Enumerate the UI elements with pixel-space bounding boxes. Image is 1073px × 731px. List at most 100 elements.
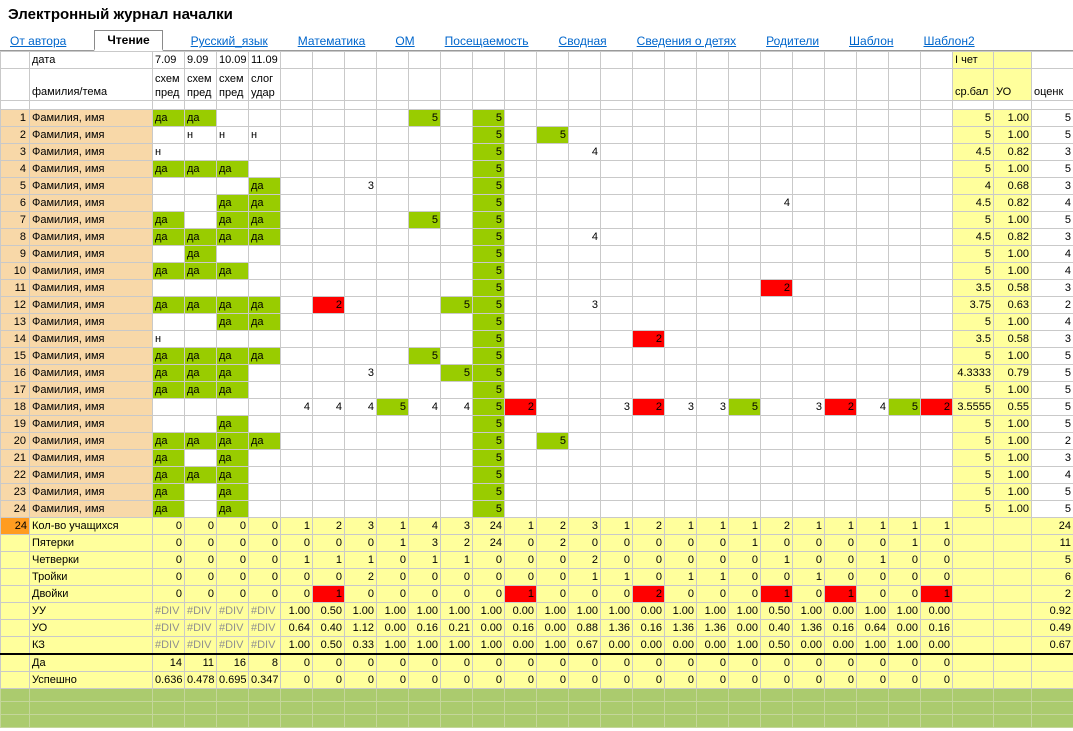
stats-value[interactable]: 0: [600, 653, 633, 672]
cell[interactable]: [408, 483, 441, 501]
student-name[interactable]: Фамилия, имя: [29, 126, 153, 144]
stats-value[interactable]: 0.00: [728, 619, 761, 637]
uo-cell[interactable]: 1.00: [993, 449, 1032, 467]
cell[interactable]: [824, 228, 857, 246]
stats-value[interactable]: 8: [248, 653, 281, 672]
stats-value[interactable]: 0.695: [216, 671, 249, 689]
empty-cell[interactable]: [248, 714, 281, 728]
stats-value[interactable]: 0: [920, 653, 953, 672]
grade-cell[interactable]: 2: [760, 279, 793, 297]
cell[interactable]: [280, 194, 313, 212]
stats-value[interactable]: 1: [568, 568, 601, 586]
row-number[interactable]: 20: [0, 432, 30, 450]
cell[interactable]: [504, 245, 537, 263]
cell[interactable]: [568, 109, 601, 127]
student-name[interactable]: Фамилия, имя: [29, 211, 153, 229]
cell[interactable]: [440, 500, 473, 518]
cell[interactable]: [728, 160, 761, 178]
cell[interactable]: [632, 126, 665, 144]
stats-value[interactable]: 0.00: [696, 636, 729, 655]
stats-value[interactable]: 2: [536, 517, 569, 535]
cell[interactable]: [920, 262, 953, 280]
cell[interactable]: [856, 177, 889, 195]
cell[interactable]: [408, 415, 441, 433]
stats-value[interactable]: 1: [760, 585, 793, 603]
cell[interactable]: [728, 466, 761, 484]
cell[interactable]: [632, 143, 665, 161]
empty-cell[interactable]: [824, 714, 857, 728]
stats-value[interactable]: 0: [152, 585, 185, 603]
stats-value[interactable]: 0: [280, 671, 313, 689]
stats-value[interactable]: 0.00: [824, 602, 857, 620]
cell[interactable]: [568, 449, 601, 467]
theme-header-cell[interactable]: [920, 68, 953, 101]
cell[interactable]: [440, 381, 473, 399]
grade-cell[interactable]: да: [248, 211, 281, 229]
cell[interactable]: [504, 500, 537, 518]
row-number[interactable]: 19: [0, 415, 30, 433]
grade-cell[interactable]: 4: [280, 398, 313, 416]
cell[interactable]: [216, 143, 249, 161]
cell[interactable]: [312, 381, 345, 399]
stats-value[interactable]: 0.00: [632, 602, 665, 620]
empty-cell[interactable]: [664, 701, 697, 715]
cell[interactable]: [856, 466, 889, 484]
cell[interactable]: [888, 381, 921, 399]
stats-value[interactable]: 1.00: [408, 636, 441, 655]
cell[interactable]: [504, 415, 537, 433]
theme-header-cell[interactable]: [600, 68, 633, 101]
stats-value[interactable]: #DIV: [248, 602, 281, 620]
cell[interactable]: [312, 449, 345, 467]
stats-value[interactable]: #DIV: [216, 602, 249, 620]
cell[interactable]: [696, 262, 729, 280]
empty-cell[interactable]: [216, 701, 249, 715]
mark-cell[interactable]: 4: [1031, 262, 1073, 280]
cell[interactable]: [440, 262, 473, 280]
cell[interactable]: [600, 245, 633, 263]
stats-value[interactable]: 0: [536, 568, 569, 586]
cell[interactable]: [792, 177, 825, 195]
student-name[interactable]: Фамилия, имя: [29, 228, 153, 246]
cell[interactable]: [920, 500, 953, 518]
cell[interactable]: [792, 279, 825, 297]
grade-cell[interactable]: 5: [472, 160, 505, 178]
cell[interactable]: [696, 364, 729, 382]
date-header-cell[interactable]: [504, 51, 537, 69]
cell[interactable]: [888, 262, 921, 280]
grade-cell[interactable]: да: [216, 347, 249, 365]
empty-cell[interactable]: [472, 688, 505, 702]
cell[interactable]: [408, 279, 441, 297]
cell[interactable]: [824, 177, 857, 195]
cell[interactable]: [248, 364, 281, 382]
cell[interactable]: [760, 432, 793, 450]
empty-cell[interactable]: [856, 688, 889, 702]
cell[interactable]: [824, 432, 857, 450]
mark-cell[interactable]: 5: [1031, 347, 1073, 365]
mark-cell[interactable]: 5: [1031, 109, 1073, 127]
stats-value[interactable]: 0: [408, 653, 441, 672]
grade-cell[interactable]: 5: [472, 109, 505, 127]
grade-cell[interactable]: 5: [728, 398, 761, 416]
stats-value[interactable]: 0: [248, 534, 281, 552]
cell[interactable]: [993, 534, 1032, 552]
empty-cell[interactable]: [152, 701, 185, 715]
tab-3[interactable]: Русский_язык: [190, 34, 268, 48]
stats-value[interactable]: 0: [696, 534, 729, 552]
stats-value[interactable]: 0.00: [504, 602, 537, 620]
cell[interactable]: [760, 126, 793, 144]
cell[interactable]: [536, 381, 569, 399]
stats-value[interactable]: 1: [408, 551, 441, 569]
grade-cell[interactable]: да: [216, 313, 249, 331]
cell[interactable]: [856, 432, 889, 450]
cell[interactable]: [856, 347, 889, 365]
stats-total[interactable]: 0.92: [1031, 602, 1073, 620]
stats-total[interactable]: 2: [1031, 585, 1073, 603]
stats-value[interactable]: 1.00: [568, 602, 601, 620]
cell[interactable]: [888, 296, 921, 314]
cell[interactable]: [824, 160, 857, 178]
cell[interactable]: [280, 500, 313, 518]
cell[interactable]: [728, 126, 761, 144]
cell[interactable]: [280, 313, 313, 331]
cell[interactable]: [440, 228, 473, 246]
cell[interactable]: [312, 228, 345, 246]
